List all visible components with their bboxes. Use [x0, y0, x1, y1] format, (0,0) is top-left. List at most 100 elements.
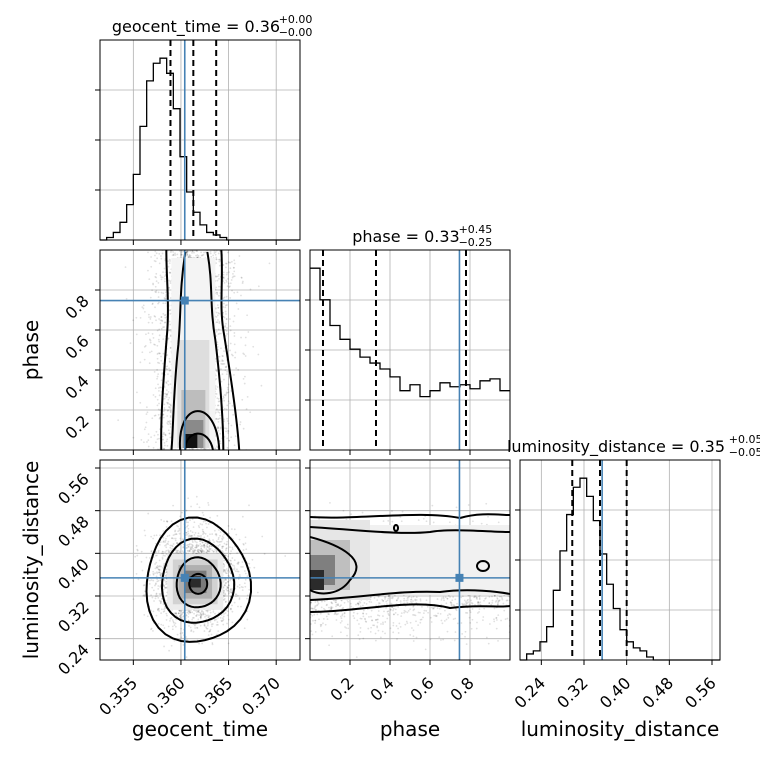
sample-point [154, 254, 156, 257]
sample-point [227, 432, 229, 434]
sample-point [208, 548, 211, 550]
sample-point [160, 355, 162, 358]
sample-point [179, 632, 182, 635]
sample-point [156, 368, 159, 371]
truth-marker [180, 296, 189, 305]
sample-point [158, 390, 160, 392]
sample-point [251, 558, 254, 561]
sample-point [159, 416, 161, 419]
sample-point [216, 446, 219, 448]
sample-point [233, 528, 236, 531]
sample-point [165, 440, 168, 443]
sample-point [178, 551, 181, 554]
sample-point [165, 389, 168, 392]
sample-point [172, 251, 175, 253]
sample-point [182, 451, 184, 453]
sample-point [156, 329, 159, 332]
contour-line [178, 410, 221, 450]
sample-point [240, 294, 242, 297]
sample-point [188, 255, 191, 257]
sample-point [225, 581, 228, 584]
sample-point [159, 579, 162, 581]
sample-point [162, 302, 165, 305]
sample-point [200, 615, 202, 618]
sample-point [150, 550, 153, 553]
sample-point [194, 549, 197, 552]
sample-point [158, 340, 161, 343]
sample-point [180, 627, 183, 630]
sample-point [142, 441, 145, 444]
sample-point [231, 276, 234, 279]
sample-point [191, 616, 194, 619]
sample-point [222, 615, 225, 618]
sample-point [225, 547, 228, 550]
sample-point [129, 342, 132, 345]
sample-point [225, 295, 228, 298]
sample-point [197, 255, 200, 257]
sample-point [165, 295, 167, 298]
sample-point [167, 451, 169, 453]
sample-point [164, 539, 167, 542]
sample-point [171, 254, 174, 257]
sample-point [242, 377, 245, 380]
sample-point [220, 362, 223, 365]
sample-point [188, 550, 191, 553]
sample-point [217, 294, 220, 297]
sample-point [163, 431, 165, 434]
sample-point [163, 610, 166, 612]
sample-point [242, 549, 245, 551]
sample-point [224, 612, 227, 614]
sample-point [211, 625, 213, 628]
sample-point [222, 264, 225, 266]
sample-point [160, 572, 163, 575]
sample-point [245, 548, 248, 551]
sample-point [198, 526, 201, 529]
sample-point [158, 352, 161, 355]
sample-point [211, 533, 214, 535]
sample-point [168, 262, 171, 265]
sample-point [191, 546, 193, 548]
sample-point [234, 570, 237, 573]
sample-point [217, 427, 220, 430]
sample-point [219, 432, 222, 435]
sample-point [157, 352, 160, 355]
sample-point [158, 334, 161, 337]
sample-point [153, 662, 155, 664]
sample-point [158, 565, 161, 567]
sample-point [188, 447, 191, 450]
sample-point [166, 422, 169, 424]
sample-point [164, 316, 167, 319]
sample-point [222, 315, 225, 318]
sample-point [222, 551, 224, 554]
sample-point [166, 520, 169, 523]
sample-point [162, 610, 165, 613]
sample-point [215, 623, 218, 626]
sample-point [206, 543, 209, 546]
sample-point [208, 539, 211, 542]
sample-point [210, 450, 212, 452]
sample-point [149, 351, 151, 354]
sample-point [232, 451, 234, 453]
sample-point [163, 444, 166, 447]
sample-point [169, 423, 172, 426]
sample-point [199, 616, 202, 619]
sample-point [199, 523, 202, 525]
sample-point [193, 452, 195, 454]
sample-point [226, 585, 229, 588]
sample-point [153, 370, 156, 373]
sample-point [163, 297, 166, 299]
sample-point [230, 607, 232, 610]
sample-point [151, 289, 154, 292]
sample-point [172, 543, 175, 545]
sample-point [218, 543, 221, 546]
sample-point [162, 584, 165, 587]
sample-point [221, 535, 224, 538]
sample-point [239, 423, 242, 426]
sample-point [215, 393, 218, 395]
sample-point [222, 355, 224, 358]
sample-point [172, 254, 175, 257]
sample-point [164, 433, 166, 436]
sample-point [190, 543, 193, 546]
sample-point [163, 407, 166, 409]
